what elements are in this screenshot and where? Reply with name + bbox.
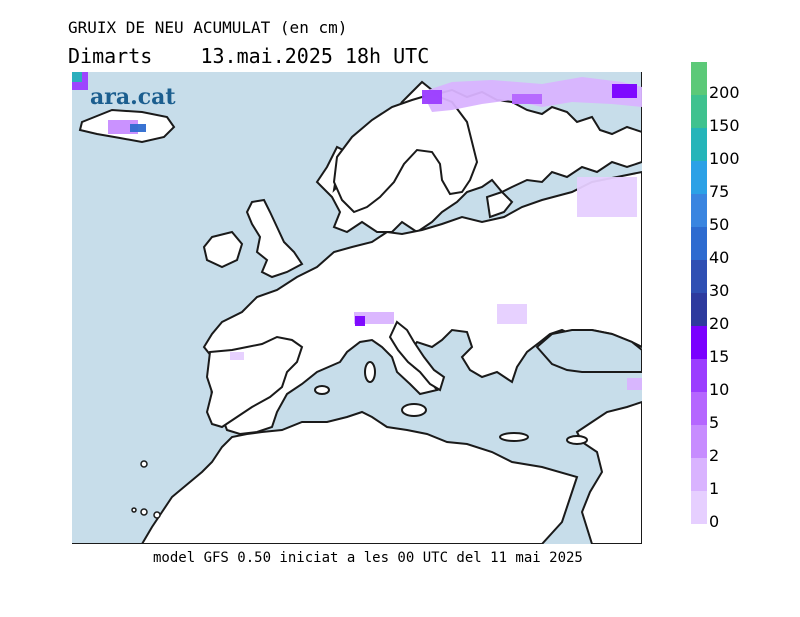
legend-label: 30 <box>709 281 730 300</box>
legend-swatch <box>691 293 707 326</box>
legend-swatch <box>691 62 707 95</box>
land-continent <box>202 170 642 436</box>
legend-label: 75 <box>709 182 730 201</box>
legend-swatch <box>691 425 707 458</box>
legend-label: 150 <box>709 116 740 135</box>
legend-swatch <box>691 491 707 524</box>
legend-label: 15 <box>709 347 730 366</box>
snow-patch <box>355 316 365 326</box>
legend-swatch <box>691 458 707 491</box>
land-scandinavia <box>332 92 479 214</box>
land-britain <box>245 198 304 279</box>
snow-depth-map <box>72 72 642 544</box>
legend-label: 10 <box>709 380 730 399</box>
snow-patch <box>230 352 244 360</box>
legend-label: 1 <box>709 479 720 498</box>
land-middle-east <box>575 400 642 544</box>
legend-swatch <box>691 128 707 161</box>
island-balearic <box>314 385 330 395</box>
snow-patch <box>72 72 82 82</box>
legend-swatch <box>691 227 707 260</box>
island-corsica <box>364 361 376 383</box>
legend-label: 40 <box>709 248 730 267</box>
legend-label: 100 <box>709 149 740 168</box>
land-africa <box>72 410 579 544</box>
island-crete <box>499 432 529 442</box>
black-sea <box>535 329 642 373</box>
color-legend <box>691 62 707 524</box>
legend-swatch <box>691 326 707 359</box>
island-canary-1 <box>140 508 148 516</box>
island-sicily <box>401 403 427 417</box>
island-canary-3 <box>131 507 137 513</box>
map-title: GRUIX DE NEU ACUMULAT (en cm) <box>68 18 348 37</box>
island-madeira <box>140 460 148 468</box>
legend-swatch <box>691 359 707 392</box>
legend-swatch <box>691 194 707 227</box>
legend-label: 2 <box>709 446 720 465</box>
legend-swatch <box>691 392 707 425</box>
land-ireland <box>202 230 244 269</box>
snow-patch <box>512 94 542 104</box>
snow-patch <box>627 378 642 390</box>
legend-swatch <box>691 260 707 293</box>
legend-label: 20 <box>709 314 730 333</box>
legend-swatch <box>691 161 707 194</box>
island-cyprus <box>566 435 588 445</box>
legend-label: 200 <box>709 83 740 102</box>
model-footnote: model GFS 0.50 iniciat a les 00 UTC del … <box>153 550 583 566</box>
map-subtitle: Dimarts 13.mai.2025 18h UTC <box>68 44 430 68</box>
snow-patch <box>130 124 146 132</box>
brand-logo: ara.cat <box>90 84 176 110</box>
island-canary-2 <box>153 511 161 519</box>
snow-patch <box>497 304 527 324</box>
legend-swatch <box>691 95 707 128</box>
snow-patch <box>612 84 637 98</box>
legend-label: 5 <box>709 413 720 432</box>
snow-patch <box>577 177 637 217</box>
snow-patch <box>422 90 442 104</box>
snow-patches <box>72 72 642 390</box>
legend-label: 0 <box>709 512 720 531</box>
land-italy <box>388 320 446 392</box>
legend-label: 50 <box>709 215 730 234</box>
